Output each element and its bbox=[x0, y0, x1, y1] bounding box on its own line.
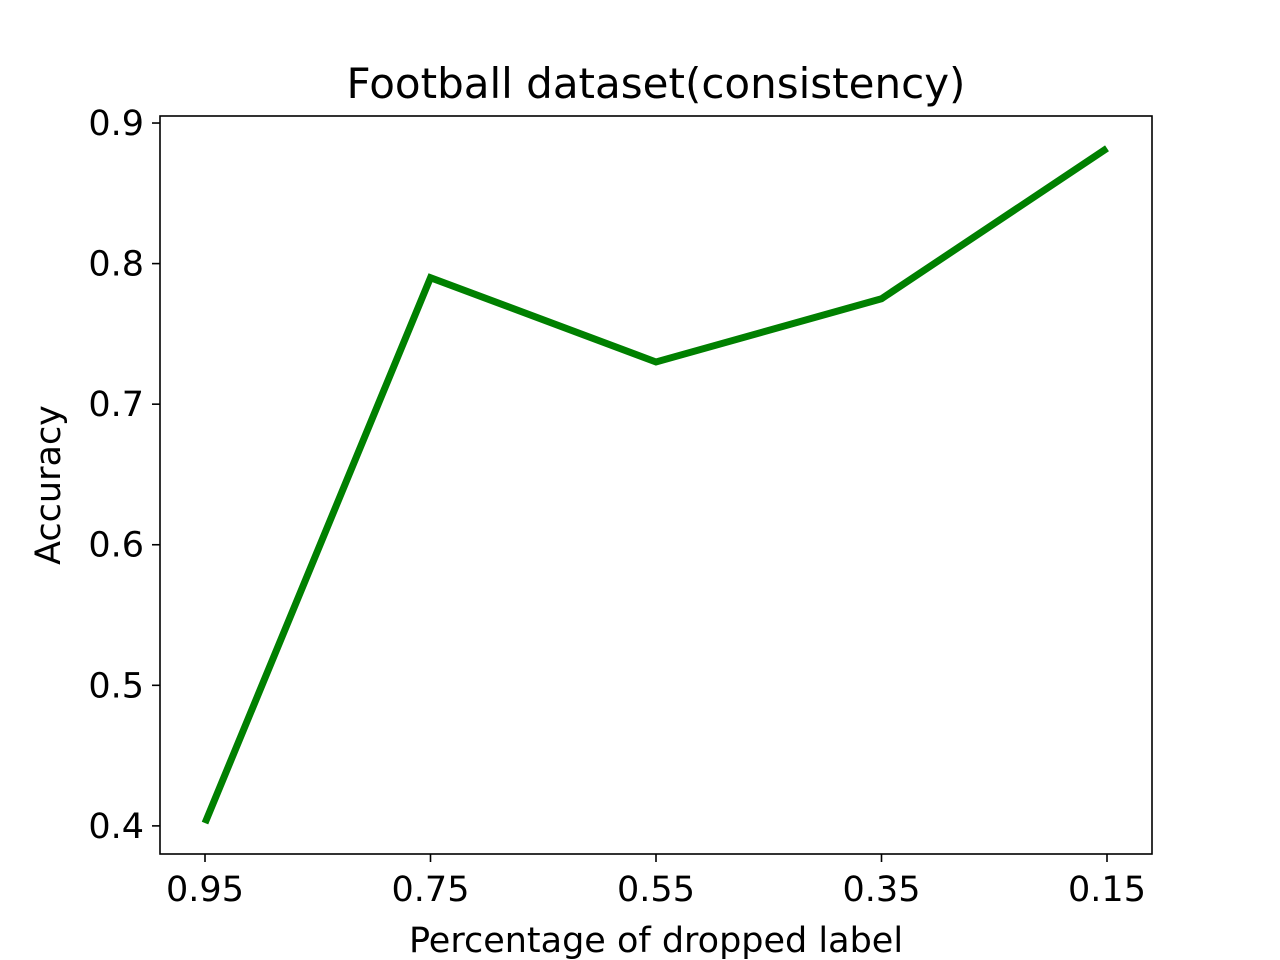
y-tick-label: 0.5 bbox=[88, 666, 144, 706]
y-axis-label: Accuracy bbox=[29, 405, 69, 565]
x-tick-label: 0.75 bbox=[392, 870, 470, 910]
x-axis-label: Percentage of dropped label bbox=[409, 921, 903, 960]
x-axis: 0.95 0.75 0.55 0.35 0.15 bbox=[166, 854, 1146, 910]
x-tick-label: 0.55 bbox=[617, 870, 695, 910]
y-tick-label: 0.6 bbox=[88, 526, 144, 566]
x-tick-label: 0.95 bbox=[166, 870, 244, 910]
x-tick-label: 0.15 bbox=[1068, 870, 1146, 910]
y-tick-label: 0.9 bbox=[88, 104, 144, 144]
plot-area bbox=[201, 145, 1109, 825]
y-tick-label: 0.4 bbox=[88, 807, 144, 847]
chart-title: Football dataset(consistency) bbox=[347, 59, 966, 108]
y-tick-label: 0.7 bbox=[88, 385, 144, 425]
y-axis: 0.4 0.5 0.6 0.7 0.8 0.9 bbox=[88, 104, 160, 847]
x-tick-label: 0.35 bbox=[843, 870, 921, 910]
y-tick-label: 0.8 bbox=[88, 245, 144, 285]
